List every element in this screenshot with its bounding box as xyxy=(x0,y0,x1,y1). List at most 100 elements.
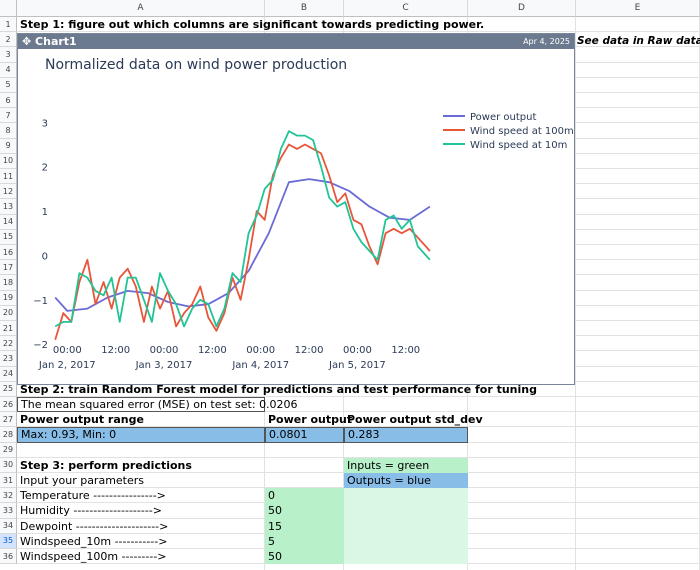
param-value-input[interactable]: 50 xyxy=(265,549,344,565)
row-header-29[interactable]: 29 xyxy=(0,442,17,458)
output-cell[interactable] xyxy=(344,488,468,504)
column-header-e[interactable]: E xyxy=(576,0,700,17)
header-power-stddev[interactable]: Power output std_dev xyxy=(347,413,483,427)
row-header-17[interactable]: 17 xyxy=(0,260,17,276)
chart-widget-title: ✥ Chart1 xyxy=(22,35,77,48)
chart-widget-date: Apr 4, 2025 xyxy=(523,37,570,46)
row-header-8[interactable]: 8 xyxy=(0,123,17,139)
step3-heading[interactable]: Step 3: perform predictions xyxy=(20,458,192,472)
output-cell[interactable] xyxy=(344,503,468,519)
row-header-32[interactable]: 32 xyxy=(0,488,17,504)
column-header-d[interactable]: D xyxy=(468,0,576,17)
side-note: See data in Raw data tab xyxy=(577,34,700,47)
step2-heading[interactable]: Step 2: train Random Forest model for pr… xyxy=(20,382,537,396)
row-header-15[interactable]: 15 xyxy=(0,229,17,245)
x-tick-label: 12:00 xyxy=(391,345,420,356)
param-label[interactable]: Dewpoint ---------------------> xyxy=(20,519,169,533)
row-header-24[interactable]: 24 xyxy=(0,366,17,382)
output-cell[interactable] xyxy=(344,533,468,549)
param-value-input[interactable]: 50 xyxy=(265,503,344,519)
value-power-stddev[interactable]: 0.283 xyxy=(344,427,468,443)
row-header-34[interactable]: 34 xyxy=(0,518,17,534)
row-header-36[interactable]: 36 xyxy=(0,549,17,565)
x-tick-label: 12:00 xyxy=(101,345,130,356)
y-tick-label: 2 xyxy=(42,163,48,174)
y-tick-label: 1 xyxy=(42,207,48,218)
corner-select-all[interactable] xyxy=(0,0,17,17)
row-header-3[interactable]: 3 xyxy=(0,47,17,63)
row-header-16[interactable]: 16 xyxy=(0,245,17,261)
row-gridline xyxy=(17,396,700,397)
legend-label-wind-100m-series: Wind speed at 100m xyxy=(470,126,574,137)
row-header-4[interactable]: 4 xyxy=(0,62,17,78)
column-header-a[interactable]: A xyxy=(17,0,265,17)
row-header-11[interactable]: 11 xyxy=(0,169,17,185)
param-value-input[interactable]: 0 xyxy=(265,488,344,504)
column-header-c[interactable]: C xyxy=(344,0,468,17)
row-header-20[interactable]: 20 xyxy=(0,305,17,321)
x-tick-label: 12:00 xyxy=(295,345,324,356)
y-tick-label: −1 xyxy=(33,296,48,307)
output-cell[interactable] xyxy=(344,549,468,565)
row-header-2[interactable]: 2 xyxy=(0,32,17,48)
row-header-12[interactable]: 12 xyxy=(0,184,17,200)
wind-100m-series-line xyxy=(54,143,431,340)
row-header-30[interactable]: 30 xyxy=(0,457,17,473)
x-tick-date-label: Jan 4, 2017 xyxy=(231,360,289,371)
input-label[interactable]: Input your parameters xyxy=(20,474,145,488)
legend-label-wind-10m-series: Wind speed at 10m xyxy=(470,140,567,151)
header-power-range[interactable]: Power output range xyxy=(20,413,144,427)
row-header-1[interactable]: 1 xyxy=(0,17,17,33)
row-header-6[interactable]: 6 xyxy=(0,93,17,109)
x-tick-label: 00:00 xyxy=(343,345,372,356)
output-cell[interactable] xyxy=(344,518,468,534)
row-header-9[interactable]: 9 xyxy=(0,138,17,154)
param-value-input[interactable]: 15 xyxy=(265,518,344,534)
row-header-14[interactable]: 14 xyxy=(0,214,17,230)
row-gridline xyxy=(17,411,700,413)
legend-outputs[interactable]: Outputs = blue xyxy=(344,473,468,489)
step1-heading[interactable]: Step 1: figure out which columns are sig… xyxy=(20,18,485,32)
x-tick-label: 00:00 xyxy=(53,345,82,356)
row-header-10[interactable]: 10 xyxy=(0,153,17,169)
row-header-26[interactable]: 26 xyxy=(0,397,17,413)
row-header-21[interactable]: 21 xyxy=(0,321,17,337)
param-label[interactable]: Temperature ----------------> xyxy=(20,489,166,503)
column-header-b[interactable]: B xyxy=(265,0,344,17)
row-header-13[interactable]: 13 xyxy=(0,199,17,215)
wind-10m-series-line xyxy=(54,130,431,328)
legend-label-power-output-series: Power output xyxy=(470,112,536,123)
row-header-22[interactable]: 22 xyxy=(0,336,17,352)
header-power-output[interactable]: Power output xyxy=(268,413,353,427)
row-header-27[interactable]: 27 xyxy=(0,412,17,428)
row-header-33[interactable]: 33 xyxy=(0,503,17,519)
chart-widget-title-text: Chart1 xyxy=(35,35,77,48)
param-label[interactable]: Windspeed_10m -----------> xyxy=(20,534,168,548)
row-header-28[interactable]: 28 xyxy=(0,427,17,443)
param-value-input[interactable]: 5 xyxy=(265,533,344,549)
y-tick-label: 3 xyxy=(42,118,48,129)
row-header-7[interactable]: 7 xyxy=(0,108,17,124)
value-power-range[interactable]: Max: 0.93, Min: 0 xyxy=(17,427,265,443)
row-header-23[interactable]: 23 xyxy=(0,351,17,367)
chart-title: Normalized data on wind power production xyxy=(45,57,347,73)
row-header-5[interactable]: 5 xyxy=(0,77,17,93)
chart-widget[interactable]: ✥ Chart1 Apr 4, 2025 Normalized data on … xyxy=(17,33,575,385)
chart-plot: Normalized data on wind power production… xyxy=(33,57,574,371)
column-gridline xyxy=(575,17,576,570)
chart-header[interactable]: ✥ Chart1 Apr 4, 2025 xyxy=(18,34,574,49)
param-label[interactable]: Windspeed_100m ---------> xyxy=(20,550,167,564)
row-header-31[interactable]: 31 xyxy=(0,473,17,489)
param-label[interactable]: Humidity --------------------> xyxy=(20,504,162,518)
row-header-35[interactable]: 35 xyxy=(0,533,17,549)
row-gridline xyxy=(17,456,700,458)
x-tick-label: 00:00 xyxy=(246,345,275,356)
row-header-19[interactable]: 19 xyxy=(0,290,17,306)
row-header-18[interactable]: 18 xyxy=(0,275,17,291)
legend-inputs[interactable]: Inputs = green xyxy=(344,457,468,473)
row-header-25[interactable]: 25 xyxy=(0,381,17,397)
mse-cell[interactable]: The mean squared error (MSE) on test set… xyxy=(17,397,298,413)
value-power-output[interactable]: 0.0801 xyxy=(265,427,344,443)
x-tick-date-label: Jan 5, 2017 xyxy=(328,360,386,371)
x-tick-date-label: Jan 3, 2017 xyxy=(135,360,193,371)
